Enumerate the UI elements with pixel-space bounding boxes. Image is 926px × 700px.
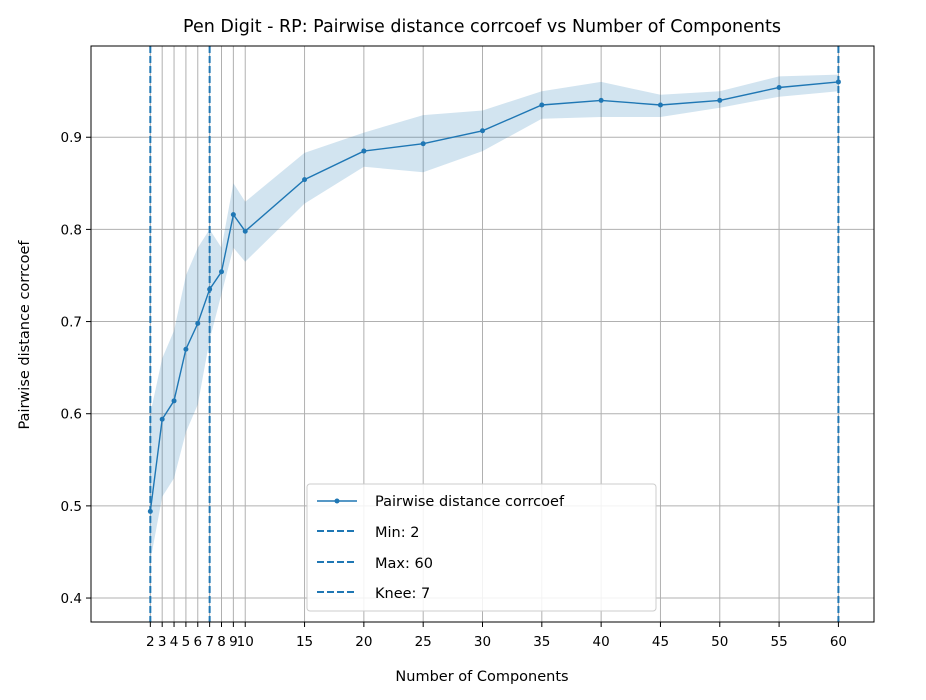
legend-box xyxy=(306,483,657,612)
x-tick-label: 20 xyxy=(355,634,372,650)
x-tick-label: 9 xyxy=(229,634,238,650)
data-point xyxy=(420,141,426,147)
y-tick-label: 0.9 xyxy=(61,130,82,146)
plot-area xyxy=(90,45,875,623)
data-points xyxy=(147,79,841,514)
x-tick-label: 45 xyxy=(652,634,669,650)
x-tick-label: 8 xyxy=(217,634,226,650)
x-tick-label: 5 xyxy=(182,634,191,650)
x-tick-label: 15 xyxy=(296,634,313,650)
legend-series-marker xyxy=(334,498,340,504)
legend-min-label: Min: 2 xyxy=(375,525,419,541)
reference-lines xyxy=(149,46,840,622)
data-point xyxy=(171,398,177,404)
data-point xyxy=(598,97,604,103)
y-axis-ticks: 0.4 0.5 0.6 0.7 0.8 0.9 xyxy=(61,130,91,607)
chart-title: Pen Digit - RP: Pairwise distance corrco… xyxy=(183,17,781,37)
data-point xyxy=(835,79,841,85)
data-point xyxy=(480,128,485,134)
x-tick-label: 4 xyxy=(170,634,179,650)
x-tick-label: 10 xyxy=(237,634,254,650)
x-tick-label: 30 xyxy=(474,634,491,650)
x-tick-label: 60 xyxy=(830,634,847,650)
x-tick-label: 6 xyxy=(193,634,202,650)
data-point xyxy=(230,212,236,218)
data-point xyxy=(219,269,224,275)
y-tick-label: 0.8 xyxy=(61,222,82,238)
y-tick-label: 0.6 xyxy=(61,407,82,423)
legend-item-series: Pairwise distance corrcoef xyxy=(317,494,565,510)
legend-item-knee: Knee: 7 xyxy=(317,586,430,602)
x-axis-label: Number of Components xyxy=(395,669,568,685)
x-tick-label: 3 xyxy=(158,634,167,650)
data-point xyxy=(717,97,723,103)
x-tick-label: 50 xyxy=(711,634,728,650)
y-tick-label: 0.7 xyxy=(61,315,82,331)
y-axis-label: Pairwise distance corrcoef xyxy=(17,240,33,430)
x-axis-ticks: 2 3 4 5 6 7 8 910 15 20 25 30 35 40 45 50 55 60 xyxy=(146,622,847,650)
legend-series-label: Pairwise distance corrcoef xyxy=(375,494,565,510)
data-point xyxy=(183,346,189,352)
x-tick-label: 35 xyxy=(533,634,550,650)
data-point xyxy=(302,177,308,183)
legend: Pairwise distance corrcoef Min: 2 Max: 6… xyxy=(306,483,657,612)
data-point xyxy=(361,148,367,154)
legend-max-label: Max: 60 xyxy=(375,556,433,572)
data-point xyxy=(207,286,213,292)
x-tick-label: 55 xyxy=(770,634,787,650)
data-point xyxy=(539,102,545,108)
legend-item-max: Max: 60 xyxy=(317,556,433,572)
y-tick-label: 0.5 xyxy=(61,499,82,515)
legend-item-min: Min: 2 xyxy=(317,525,419,541)
x-tick-label: 25 xyxy=(415,634,432,650)
data-point xyxy=(776,84,782,90)
data-point xyxy=(195,320,201,326)
data-point xyxy=(147,508,153,514)
x-tick-label: 2 xyxy=(146,634,155,650)
data-point xyxy=(242,228,248,234)
y-tick-label: 0.4 xyxy=(61,591,82,607)
x-tick-label: 40 xyxy=(593,634,610,650)
data-point xyxy=(657,102,663,108)
data-point xyxy=(159,416,165,422)
legend-knee-label: Knee: 7 xyxy=(375,586,430,602)
x-tick-label: 7 xyxy=(205,634,214,650)
